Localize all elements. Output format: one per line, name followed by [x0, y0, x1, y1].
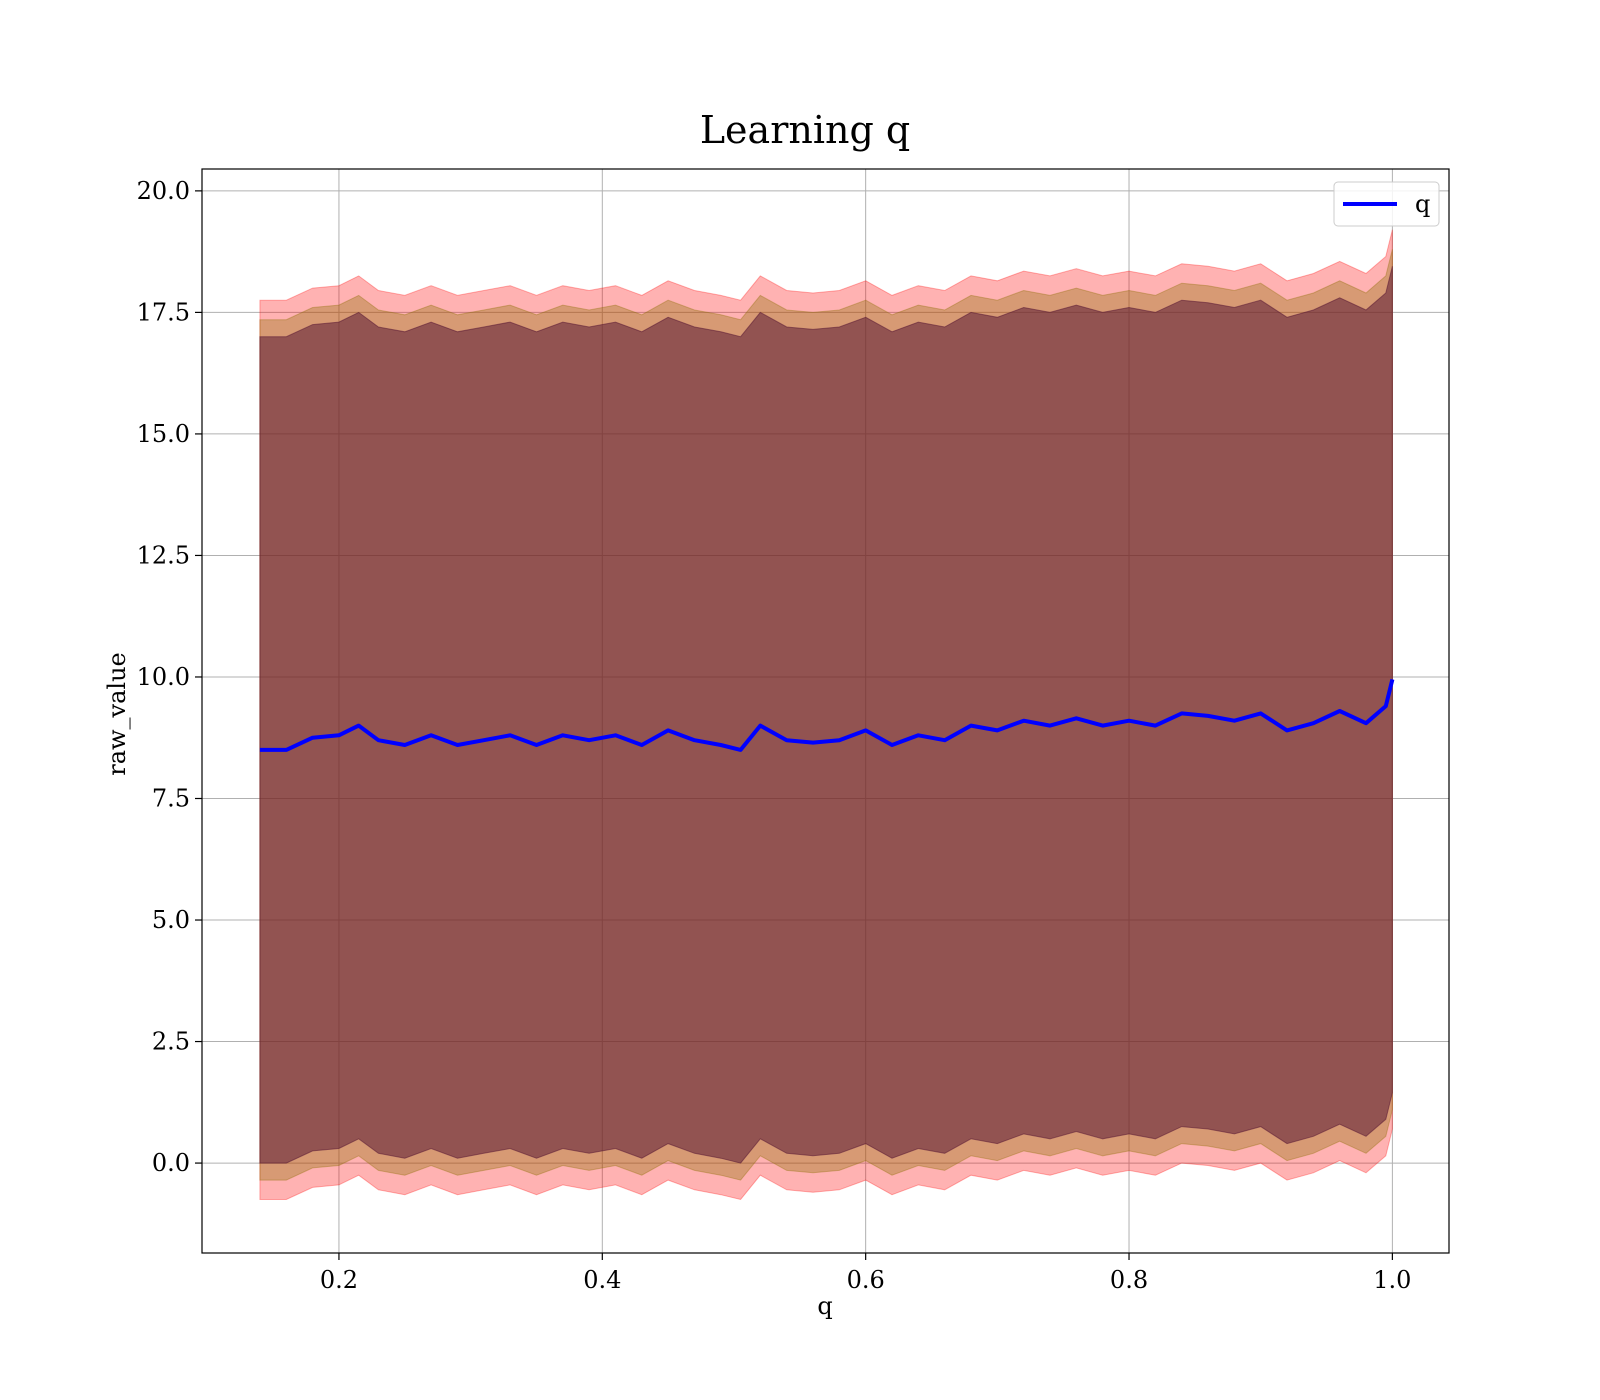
series-line-q: [259, 678, 1395, 752]
x-axis-label: q: [817, 1292, 832, 1320]
ticks: 0.2 0.4 0.6 0.8 1.0 0.0 2.5 5.0 7.5 10.0 12.5 15.0 1…: [137, 177, 1412, 1294]
chart-title: Learning q: [700, 108, 910, 152]
x-tick-label: 0.4: [583, 1266, 621, 1294]
y-tick-label: 0.0: [152, 1149, 190, 1177]
y-tick-label: 17.5: [137, 298, 190, 326]
band-inner: [259, 266, 1393, 1164]
axes: [201, 168, 1450, 1254]
confidence-bands: [259, 229, 1393, 1201]
legend-label: q: [1415, 190, 1430, 218]
y-tick-label: 7.5: [152, 784, 190, 812]
y-tick-label: 15.0: [137, 420, 190, 448]
y-tick-label: 5.0: [152, 906, 190, 934]
x-tick-label: 0.8: [1110, 1266, 1148, 1294]
y-tick-label: 10.0: [137, 663, 190, 691]
y-tick-label: 2.5: [152, 1028, 190, 1056]
legend[interactable]: q: [1333, 181, 1440, 227]
y-axis-label: raw_value: [103, 652, 131, 776]
x-tick-label: 0.6: [847, 1266, 885, 1294]
plot-frame: [201, 168, 1450, 1254]
y-tick-label: 12.5: [137, 541, 190, 569]
x-tick-label: 1.0: [1373, 1266, 1411, 1294]
x-tick-label: 0.2: [320, 1266, 358, 1294]
series-lines: [259, 678, 1395, 752]
y-tick-label: 20.0: [137, 177, 190, 205]
